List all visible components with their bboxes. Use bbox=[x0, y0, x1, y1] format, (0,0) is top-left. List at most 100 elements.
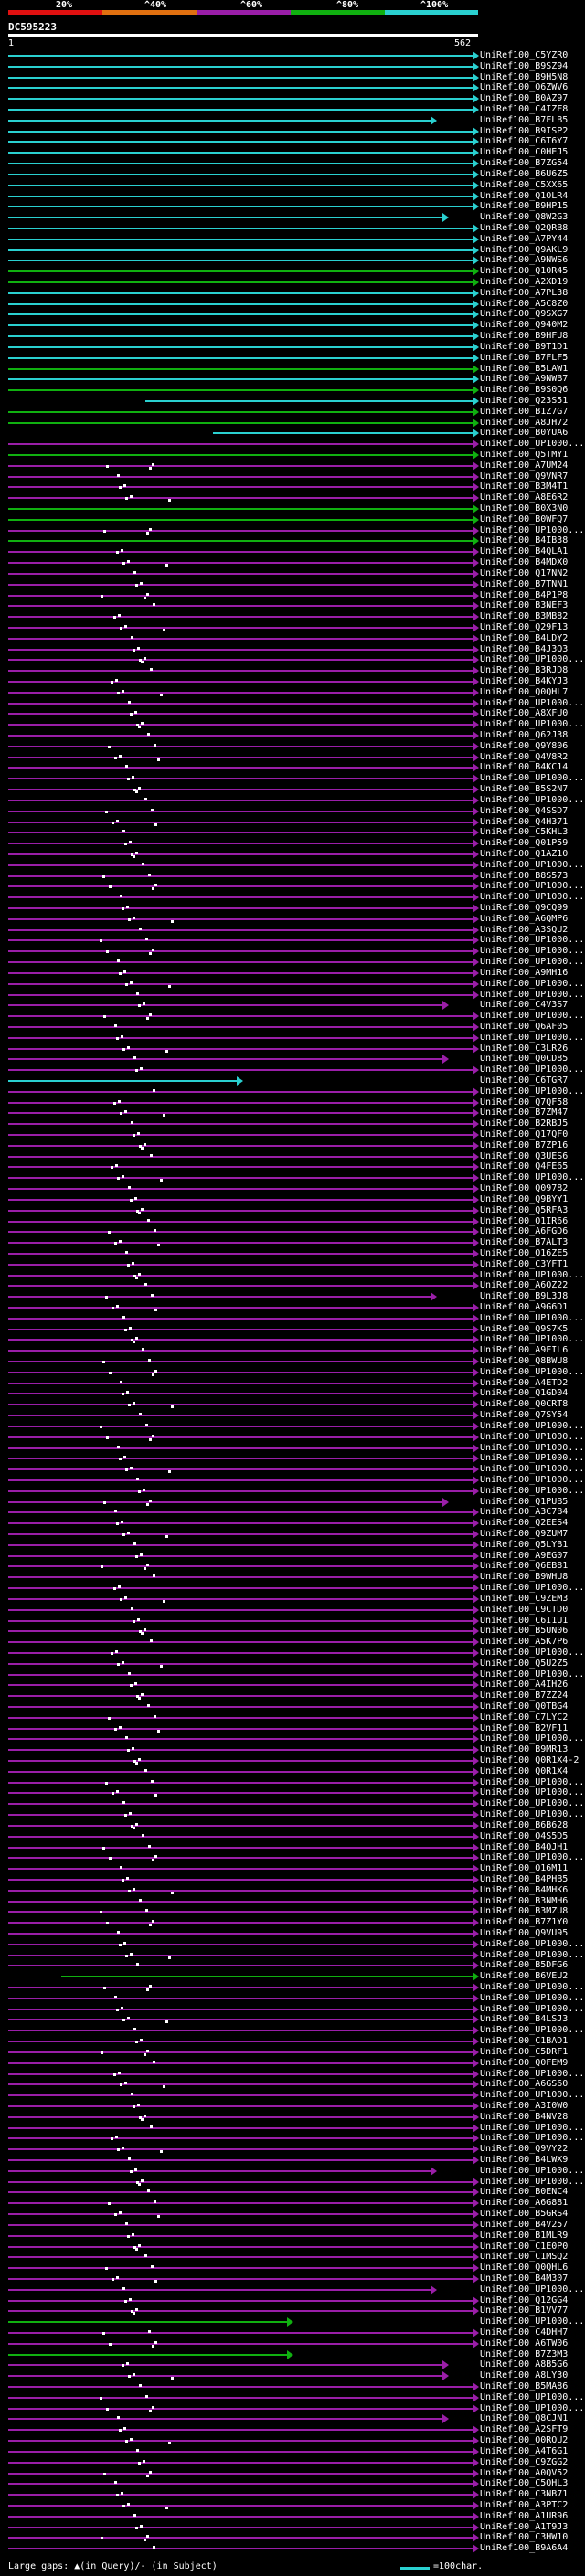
hit-label[interactable]: UniRef100_UP1000... bbox=[480, 2176, 585, 2187]
hit-label[interactable]: UniRef100_B1MLR9 bbox=[480, 2230, 569, 2241]
hit-label[interactable]: UniRef100_C1BAD1 bbox=[480, 2036, 569, 2047]
hit-label[interactable]: UniRef100_A7PL38 bbox=[480, 287, 569, 298]
hit-label[interactable]: UniRef100_Q9VU95 bbox=[480, 1928, 569, 1938]
hit-label[interactable]: UniRef100_Q9SXG7 bbox=[480, 309, 569, 320]
hit-label[interactable]: UniRef100_UP1000... bbox=[480, 1992, 585, 2003]
hit-label[interactable]: UniRef100_Q9Y806 bbox=[480, 740, 569, 751]
hit-label[interactable]: UniRef100_UP1000... bbox=[480, 1420, 585, 1431]
hit-label[interactable]: UniRef100_B9ISP2 bbox=[480, 125, 569, 136]
hit-label[interactable]: UniRef100_Q9AKL9 bbox=[480, 244, 569, 255]
hit-label[interactable]: UniRef100_B6B628 bbox=[480, 1819, 569, 1830]
hit-label[interactable]: UniRef100_A8JH72 bbox=[480, 417, 569, 428]
hit-label[interactable]: UniRef100_B5DFG6 bbox=[480, 1960, 569, 1971]
hit-label[interactable]: UniRef100_UP1000... bbox=[480, 1798, 585, 1809]
hit-label[interactable]: UniRef100_UP1000... bbox=[480, 1647, 585, 1658]
hit-label[interactable]: UniRef100_Q16M11 bbox=[480, 1863, 569, 1874]
hit-label[interactable]: UniRef100_A9MH16 bbox=[480, 967, 569, 978]
hit-label[interactable]: UniRef100_Q1OLR4 bbox=[480, 190, 569, 201]
hit-label[interactable]: UniRef100_A3C7B4 bbox=[480, 1507, 569, 1518]
hit-label[interactable]: UniRef100_UP1000... bbox=[480, 1312, 585, 1323]
hit-label[interactable]: UniRef100_UP1000... bbox=[480, 1032, 585, 1043]
hit-label[interactable]: UniRef100_B7TNN1 bbox=[480, 578, 569, 589]
hit-label[interactable]: UniRef100_UP1000... bbox=[480, 1065, 585, 1076]
hit-label[interactable]: UniRef100_UP1000... bbox=[480, 859, 585, 870]
hit-label[interactable]: UniRef100_B3M4T1 bbox=[480, 482, 569, 493]
hit-label[interactable]: UniRef100_A5K7P6 bbox=[480, 1637, 569, 1648]
hit-label[interactable]: UniRef100_B4NV28 bbox=[480, 2111, 569, 2122]
hit-label[interactable]: UniRef100_Q2QRB8 bbox=[480, 222, 569, 233]
hit-label[interactable]: UniRef100_UP1000... bbox=[480, 1442, 585, 1453]
hit-label[interactable]: UniRef100_Q0CD85 bbox=[480, 1054, 569, 1065]
hit-label[interactable]: UniRef100_UP1000... bbox=[480, 794, 585, 805]
hit-label[interactable]: UniRef100_Q12GG4 bbox=[480, 2295, 569, 2306]
hit-label[interactable]: UniRef100_Q6ZWV6 bbox=[480, 82, 569, 93]
hit-label[interactable]: UniRef100_C0HEJ5 bbox=[480, 147, 569, 158]
hit-label[interactable]: UniRef100_B4LSJ3 bbox=[480, 2014, 569, 2025]
hit-label[interactable]: UniRef100_UP1000... bbox=[480, 2402, 585, 2413]
hit-label[interactable]: UniRef100_C5QHL3 bbox=[480, 2478, 569, 2489]
hit-label[interactable]: UniRef100_B5UN06 bbox=[480, 1626, 569, 1637]
hit-label[interactable]: UniRef100_B7FLF5 bbox=[480, 352, 569, 363]
hit-label[interactable]: UniRef100_B0X3N0 bbox=[480, 504, 569, 514]
hit-label[interactable]: UniRef100_UP1000... bbox=[480, 946, 585, 957]
hit-label[interactable]: UniRef100_B3RJD8 bbox=[480, 665, 569, 676]
hit-label[interactable]: UniRef100_A9NWS6 bbox=[480, 255, 569, 266]
hit-label[interactable]: UniRef100_B4V257 bbox=[480, 2219, 569, 2230]
hit-label[interactable]: UniRef100_B5GRS4 bbox=[480, 2209, 569, 2220]
hit-label[interactable]: UniRef100_A7PY44 bbox=[480, 233, 569, 244]
hit-label[interactable]: UniRef100_Q4H371 bbox=[480, 816, 569, 827]
hit-label[interactable]: UniRef100_A3PTC2 bbox=[480, 2499, 569, 2510]
hit-label[interactable]: UniRef100_C9CTD0 bbox=[480, 1604, 569, 1615]
hit-label[interactable]: UniRef100_B4MDX0 bbox=[480, 557, 569, 568]
hit-label[interactable]: UniRef100_Q0RQU2 bbox=[480, 2435, 569, 2446]
hit-label[interactable]: UniRef100_C6I1U1 bbox=[480, 1615, 569, 1626]
hit-label[interactable]: UniRef100_UP1000... bbox=[480, 881, 585, 892]
hit-label[interactable]: UniRef100_B4M307 bbox=[480, 2273, 569, 2284]
hit-label[interactable]: UniRef100_C3NB71 bbox=[480, 2489, 569, 2500]
hit-label[interactable]: UniRef100_UP1000... bbox=[480, 892, 585, 903]
hit-label[interactable]: UniRef100_Q1IR66 bbox=[480, 1215, 569, 1226]
hit-label[interactable]: UniRef100_C6TGR7 bbox=[480, 1075, 569, 1086]
hit-label[interactable]: UniRef100_UP1000... bbox=[480, 1011, 585, 1022]
hit-label[interactable]: UniRef100_A8E6R2 bbox=[480, 493, 569, 504]
hit-label[interactable]: UniRef100_B7ZZ24 bbox=[480, 1691, 569, 1701]
hit-label[interactable]: UniRef100_B2RBJ5 bbox=[480, 1118, 569, 1129]
hit-label[interactable]: UniRef100_A4ETD2 bbox=[480, 1377, 569, 1388]
hit-label[interactable]: UniRef100_B7Z1Y0 bbox=[480, 1917, 569, 1928]
hit-label[interactable]: UniRef100_UP1000... bbox=[480, 1269, 585, 1280]
hit-label[interactable]: UniRef100_A6FGD6 bbox=[480, 1226, 569, 1237]
hit-label[interactable]: UniRef100_UP1000... bbox=[480, 1474, 585, 1485]
hit-label[interactable]: UniRef100_A4T6G1 bbox=[480, 2445, 569, 2456]
hit-label[interactable]: UniRef100_Q7SY54 bbox=[480, 1410, 569, 1421]
hit-label[interactable]: UniRef100_C5YZR0 bbox=[480, 50, 569, 60]
hit-label[interactable]: UniRef100_Q9VNR7 bbox=[480, 471, 569, 482]
hit-label[interactable]: UniRef100_B7ALT3 bbox=[480, 1237, 569, 1248]
hit-label[interactable]: UniRef100_C4DHH7 bbox=[480, 2327, 569, 2337]
hit-label[interactable]: UniRef100_B6VEU2 bbox=[480, 1971, 569, 1982]
hit-label[interactable]: UniRef100_B9T1D1 bbox=[480, 341, 569, 352]
hit-label[interactable]: UniRef100_B5LAW1 bbox=[480, 363, 569, 374]
hit-label[interactable]: UniRef100_Q1AZ10 bbox=[480, 848, 569, 859]
hit-label[interactable]: UniRef100_UP1000... bbox=[480, 1776, 585, 1787]
hit-label[interactable]: UniRef100_Q17NN2 bbox=[480, 567, 569, 578]
hit-label[interactable]: UniRef100_B9H5N8 bbox=[480, 71, 569, 82]
hit-label[interactable]: UniRef100_UP1000... bbox=[480, 1366, 585, 1377]
hit-label[interactable]: UniRef100_B4J3Q3 bbox=[480, 643, 569, 654]
hit-label[interactable]: UniRef100_A3I0W0 bbox=[480, 2100, 569, 2111]
hit-label[interactable]: UniRef100_A8B5G6 bbox=[480, 2359, 569, 2370]
hit-label[interactable]: UniRef100_A6QZ22 bbox=[480, 1280, 569, 1291]
hit-label[interactable]: UniRef100_Q0FEM9 bbox=[480, 2057, 569, 2068]
hit-label[interactable]: UniRef100_A9FIL6 bbox=[480, 1345, 569, 1356]
hit-label[interactable]: UniRef100_Q16ZE5 bbox=[480, 1247, 569, 1258]
hit-label[interactable]: UniRef100_UP1000... bbox=[480, 2165, 585, 2176]
hit-label[interactable]: UniRef100_UP1000... bbox=[480, 773, 585, 784]
hit-label[interactable]: UniRef100_Q5U2Z5 bbox=[480, 1658, 569, 1669]
hit-label[interactable]: UniRef100_B4IB38 bbox=[480, 535, 569, 546]
hit-label[interactable]: UniRef100_UP1000... bbox=[480, 2025, 585, 2036]
hit-label[interactable]: UniRef100_B1Z7G7 bbox=[480, 406, 569, 417]
hit-label[interactable]: UniRef100_B3NMH6 bbox=[480, 1895, 569, 1906]
hit-label[interactable]: UniRef100_B3MB82 bbox=[480, 611, 569, 622]
hit-label[interactable]: UniRef100_UP1000... bbox=[480, 935, 585, 946]
hit-label[interactable]: UniRef100_Q9CQ99 bbox=[480, 903, 569, 914]
hit-label[interactable]: UniRef100_UP1000... bbox=[480, 1172, 585, 1183]
